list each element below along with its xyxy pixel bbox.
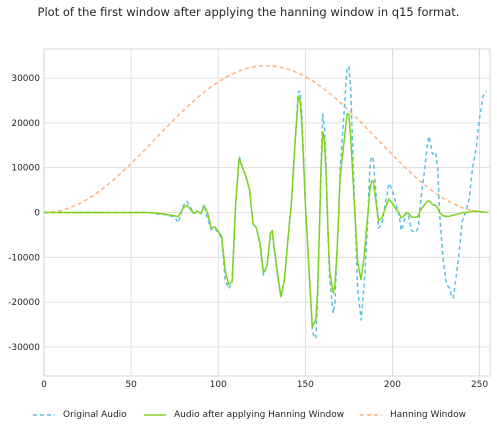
y-tick-label: 10000: [11, 164, 40, 174]
legend-label-windowed: Audio after applying Hanning Window: [174, 410, 345, 420]
y-tick-label: -10000: [8, 253, 40, 263]
legend-item-windowed: Audio after applying Hanning Window: [144, 410, 344, 420]
legend-label-original: Original Audio: [63, 410, 127, 420]
x-tick-label: 200: [384, 380, 401, 390]
legend-label-hanning: Hanning Window: [390, 410, 466, 420]
legend-item-hanning: Hanning Window: [360, 410, 466, 420]
series-layer: [43, 64, 489, 339]
y-tick-label: -30000: [8, 343, 40, 353]
x-tick-label: 150: [297, 380, 314, 390]
x-tick-label: 100: [210, 380, 227, 390]
series-line-1: [44, 95, 489, 328]
x-tick-label: 0: [41, 380, 47, 390]
legend-swatch-original: [33, 414, 55, 416]
legend-item-original: Original Audio: [33, 410, 127, 420]
y-tick-label: -20000: [8, 298, 40, 308]
series-line-0: [44, 66, 488, 339]
y-tick-label: 20000: [11, 119, 40, 129]
x-tick-label: 250: [471, 380, 488, 390]
tick-labels: 0 50 100 150 200 250 -30000 -20000 -10000 0 10000 2…: [8, 74, 488, 390]
y-tick-label: 30000: [11, 74, 40, 84]
legend-swatch-hanning: [360, 414, 382, 416]
chart-title: Plot of the first window after applying …: [37, 5, 460, 19]
legend-swatch-windowed: [144, 414, 166, 416]
series-line-2: [43, 64, 489, 214]
x-tick-label: 50: [125, 380, 137, 390]
y-tick-label: 0: [34, 209, 40, 219]
legend: Original Audio Audio after applying Hann…: [0, 410, 497, 426]
